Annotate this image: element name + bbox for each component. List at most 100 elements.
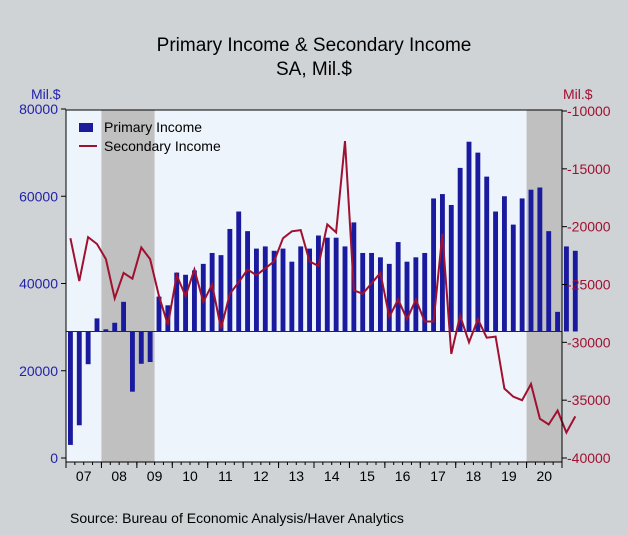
year-label: 11 — [218, 468, 233, 484]
primary-income-bar — [253, 248, 259, 332]
primary-income-bar — [138, 331, 144, 364]
legend-primary-swatch — [79, 123, 93, 132]
year-label: 09 — [147, 468, 163, 484]
primary-income-bar — [395, 242, 401, 332]
primary-income-bar — [369, 252, 375, 332]
primary-income-bar — [563, 246, 569, 332]
primary-income-bar — [528, 189, 534, 332]
left-tick-label: 80000 — [19, 101, 58, 117]
right-tick-label: -35000 — [567, 392, 611, 408]
primary-income-bar — [165, 305, 171, 332]
primary-income-bar — [76, 331, 82, 426]
primary-income-bar — [289, 261, 295, 332]
primary-income-bar — [493, 211, 499, 332]
primary-income-bar — [413, 257, 419, 332]
primary-income-bar — [431, 198, 437, 332]
year-label: 08 — [111, 468, 127, 484]
left-axis-unit: Mil.$ — [31, 86, 61, 102]
primary-income-bar — [519, 198, 525, 332]
primary-income-bar — [360, 252, 366, 332]
primary-income-bar — [457, 167, 463, 332]
primary-income-bar — [200, 263, 206, 332]
year-label: 17 — [430, 468, 446, 484]
primary-income-bar — [324, 237, 330, 332]
primary-income-bar — [342, 246, 348, 332]
source-note: Source: Bureau of Economic Analysis/Have… — [70, 510, 404, 526]
right-axis: -10000 -15000 -20000 -25000 -30000 -35000 -400… — [562, 103, 611, 466]
legend-primary-label: Primary Income — [104, 119, 202, 135]
left-tick-label: 0 — [50, 450, 58, 466]
primary-income-bar — [262, 246, 268, 332]
primary-income-bar — [501, 196, 507, 332]
primary-income-bar — [280, 248, 286, 332]
primary-income-bar — [333, 237, 339, 332]
right-tick-label: -25000 — [567, 277, 611, 293]
primary-income-bar — [94, 318, 100, 332]
year-label: 19 — [501, 468, 517, 484]
primary-income-bar — [537, 187, 543, 332]
primary-income-bar — [147, 331, 153, 363]
year-label: 07 — [76, 468, 92, 484]
year-label: 18 — [466, 468, 482, 484]
recession-shading — [101, 110, 562, 462]
primary-income-bars — [67, 141, 578, 445]
year-label: 13 — [288, 468, 304, 484]
year-label: 12 — [253, 468, 269, 484]
right-tick-label: -40000 — [567, 450, 611, 466]
primary-income-bar — [112, 322, 118, 332]
right-tick-label: -10000 — [567, 103, 611, 119]
primary-income-bar — [271, 250, 277, 332]
primary-income-bar — [315, 235, 321, 332]
secondary-income-line — [69, 141, 577, 435]
right-tick-label: -20000 — [567, 219, 611, 235]
primary-income-bar — [510, 224, 516, 332]
year-label: 14 — [324, 468, 340, 484]
recession-band — [101, 110, 155, 462]
year-label: 20 — [536, 468, 552, 484]
primary-income-bar — [85, 331, 91, 365]
primary-income-bar — [555, 311, 561, 332]
primary-income-bar — [422, 252, 428, 332]
primary-income-bar — [121, 301, 127, 332]
primary-income-bar — [546, 231, 552, 332]
primary-income-bar — [377, 257, 383, 332]
chart-subtitle: SA, Mil.$ — [276, 59, 352, 80]
year-label: 16 — [395, 468, 411, 484]
primary-income-bar — [218, 255, 224, 332]
legend-secondary-label: Secondary Income — [104, 138, 221, 154]
left-tick-label: 40000 — [19, 276, 58, 292]
x-axis: 07 08 09 10 11 12 13 14 15 16 17 18 19 20 — [65, 462, 563, 484]
primary-income-bar — [245, 231, 251, 332]
right-axis-unit: Mil.$ — [563, 86, 593, 102]
year-label: 15 — [359, 468, 375, 484]
primary-income-bar — [174, 272, 180, 332]
primary-income-bar — [448, 204, 454, 332]
primary-income-bar — [209, 252, 215, 332]
left-tick-label: 20000 — [19, 363, 58, 379]
right-tick-label: -30000 — [567, 334, 611, 350]
primary-income-bar — [156, 296, 162, 332]
primary-income-bar — [475, 152, 481, 332]
primary-income-bar — [183, 274, 189, 332]
right-tick-label: -15000 — [567, 161, 611, 177]
primary-income-bar — [103, 329, 109, 332]
primary-income-bar — [236, 211, 242, 332]
year-label: 10 — [182, 468, 198, 484]
primary-income-bar — [307, 248, 313, 332]
primary-income-bar — [191, 270, 197, 332]
chart-title: Primary Income & Secondary Income — [157, 35, 472, 56]
primary-income-bar — [386, 263, 392, 332]
left-tick-label: 60000 — [19, 188, 58, 204]
legend: Primary Income Secondary Income — [79, 119, 221, 154]
primary-income-bar — [404, 261, 410, 332]
primary-income-bar — [67, 331, 73, 445]
primary-income-bar — [484, 176, 490, 332]
left-axis: 80000 60000 40000 20000 0 — [19, 101, 66, 466]
primary-income-bar — [439, 194, 445, 332]
primary-income-bar — [466, 141, 472, 332]
primary-income-bar — [298, 246, 304, 332]
primary-income-bar — [572, 250, 578, 332]
primary-income-bar — [129, 331, 135, 392]
